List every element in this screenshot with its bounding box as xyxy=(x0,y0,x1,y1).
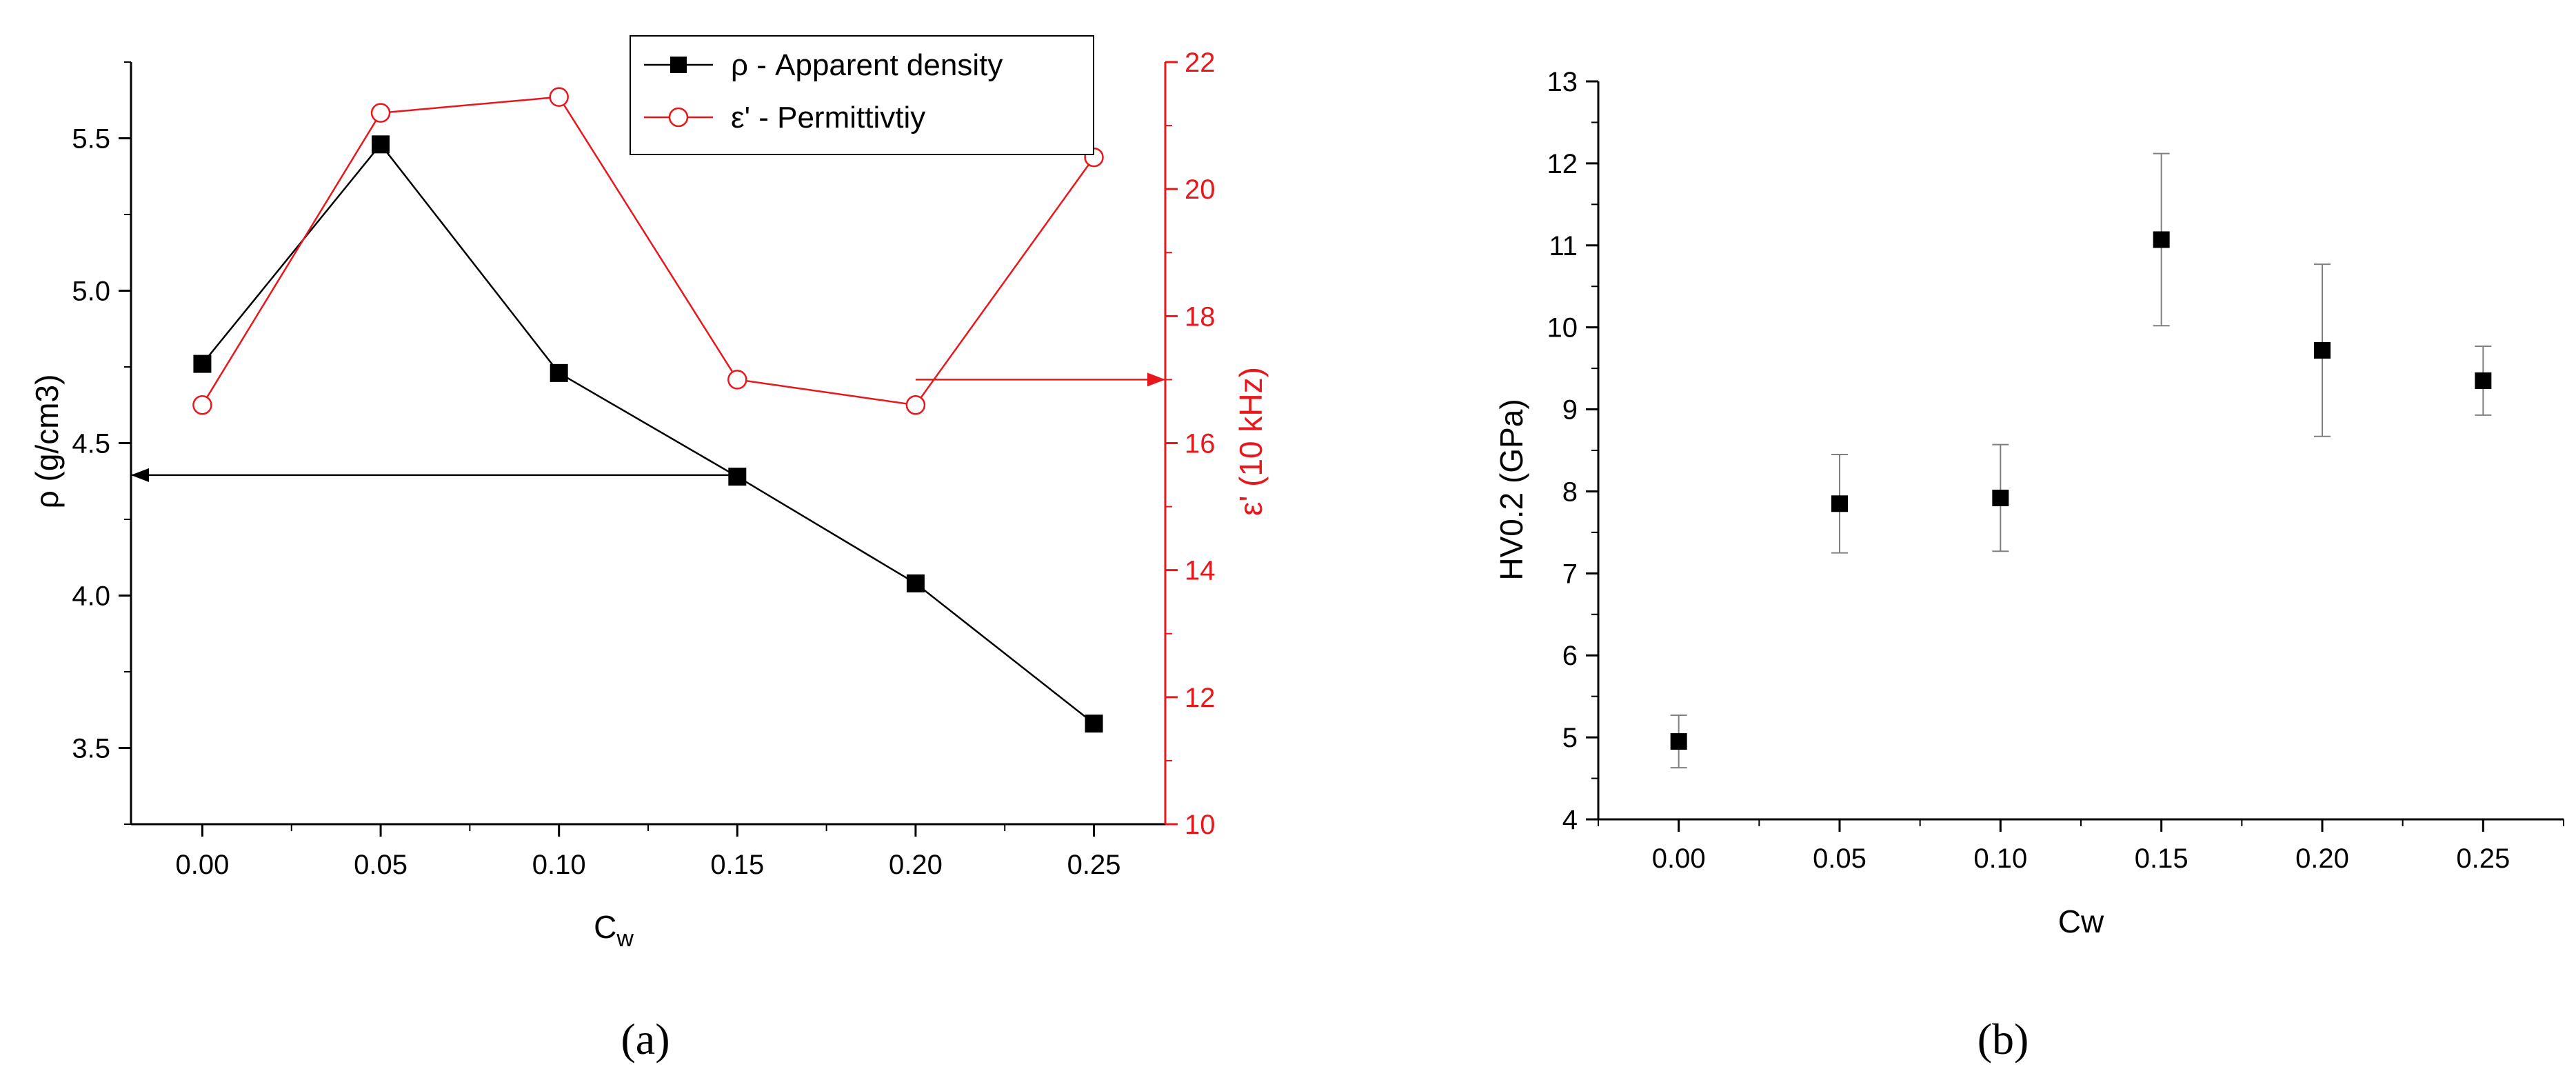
plot-frame-a xyxy=(130,62,1167,826)
y-tick-label-left-a: 4.5 xyxy=(72,429,110,459)
y-tick-label-left-a: 5.5 xyxy=(72,124,110,154)
series-line xyxy=(201,96,1095,406)
y-axis-title-b: HV0.2 (GPa) xyxy=(1493,399,1529,580)
x-tick-label-b: 0.00 xyxy=(1652,844,1706,874)
y-tick-label-right-a: 22 xyxy=(1185,48,1216,78)
data-point-group xyxy=(2153,152,2170,327)
data-point-group xyxy=(1831,453,1848,554)
data-point-group xyxy=(1992,443,2009,552)
series-group-a xyxy=(192,87,1104,733)
series-permittivity xyxy=(192,87,1104,415)
data-point xyxy=(1085,715,1103,733)
data-point-group xyxy=(2314,263,2331,437)
legend-a: ρ - Apparent density ε' - Permittivtiy xyxy=(630,35,1094,155)
legend-entry-permittivity: ε' - Permittivtiy xyxy=(644,101,925,134)
x-tick-label-a: 0.25 xyxy=(1067,850,1121,880)
y-axis-right-a: 10 12 14 16 18 20 22 xyxy=(1165,48,1216,840)
y-tick-label-right-a: 10 xyxy=(1185,810,1216,840)
panel-label-a: (a) xyxy=(621,1015,670,1064)
x-axis-b: 0.00 0.05 0.10 0.15 0.20 0.25 xyxy=(1598,819,2564,874)
annotations-a xyxy=(131,372,1165,482)
x-tick-label-a: 0.15 xyxy=(710,850,764,880)
y-axis-title-left-a: ρ (g/cm3) xyxy=(29,375,65,509)
data-point xyxy=(192,395,212,415)
chart-panel-a: 0.00 0.05 0.10 0.15 0.20 0.25 3.5 4.0 4.5 5.0 5.5… xyxy=(29,35,1269,1064)
arrow-density-to-left-axis xyxy=(131,468,738,482)
y-tick-label-b: 11 xyxy=(1549,231,1578,261)
legend-marker-density xyxy=(670,57,687,73)
data-point xyxy=(550,363,568,382)
x-tick-label-a: 0.05 xyxy=(354,850,407,880)
x-tick-label-a: 0.10 xyxy=(532,850,586,880)
y-tick-label-b: 13 xyxy=(1547,67,1578,97)
data-point xyxy=(370,103,391,123)
y-tick-label-left-a: 3.5 xyxy=(72,734,110,764)
y-tick-label-b: 7 xyxy=(1562,559,1578,589)
panel-label-b: (b) xyxy=(1978,1015,2029,1064)
x-axis-title-a: Cw xyxy=(594,909,634,952)
y-tick-label-b: 10 xyxy=(1547,313,1578,343)
y-axis-title-right-a: ε' (10 kHz) xyxy=(1233,367,1269,516)
data-point xyxy=(193,355,212,373)
y-axis-b: 4 5 6 7 8 9 10 11 12 13 xyxy=(1547,67,1598,835)
y-tick-label-left-a: 5.0 xyxy=(72,277,110,307)
x-tick-label-b: 0.20 xyxy=(2295,844,2349,874)
y-tick-label-right-a: 12 xyxy=(1185,683,1216,713)
x-tick-label-b: 0.05 xyxy=(1813,844,1866,874)
x-axis-a: 0.00 0.05 0.10 0.15 0.20 0.25 xyxy=(176,824,1121,880)
y-tick-label-right-a: 16 xyxy=(1185,429,1216,459)
chart-panel-b: 0.00 0.05 0.10 0.15 0.20 0.25 45678910111213 … xyxy=(1493,67,2564,1064)
data-point xyxy=(372,135,390,154)
x-tick-label-b: 0.15 xyxy=(2135,844,2188,874)
series-line xyxy=(201,143,1095,725)
y-tick-label-b: 8 xyxy=(1562,477,1578,507)
x-tick-label-b: 0.25 xyxy=(2456,844,2510,874)
y-axis-left-a: 3.5 4.0 4.5 5.0 5.5 xyxy=(72,61,131,825)
y-tick-label-b: 12 xyxy=(1547,149,1578,179)
data-point xyxy=(2153,231,2170,248)
data-point xyxy=(549,87,569,107)
y-tick-label-right-a: 20 xyxy=(1185,174,1216,205)
legend-entry-density: ρ - Apparent density xyxy=(644,48,1003,82)
y-tick-label-left-a: 4.0 xyxy=(72,581,110,612)
legend-marker-permittivity xyxy=(668,107,689,128)
legend-box xyxy=(630,35,1094,155)
x-tick-label-a: 0.00 xyxy=(176,850,230,880)
x-tick-label-a: 0.20 xyxy=(889,850,943,880)
y-tick-label-b: 9 xyxy=(1562,395,1578,426)
x-tick-label-b: 0.10 xyxy=(1973,844,2027,874)
data-point xyxy=(2475,372,2492,389)
data-point xyxy=(727,370,747,390)
series-group-b xyxy=(1670,152,2492,769)
data-point xyxy=(1831,495,1848,512)
data-point-group xyxy=(1670,715,1687,769)
arrow-head xyxy=(131,468,149,482)
legend-label-permittivity: ε' - Permittivtiy xyxy=(731,101,925,134)
plot-frame-b xyxy=(1597,81,2564,821)
y-tick-label-b: 6 xyxy=(1562,641,1578,671)
y-tick-label-right-a: 18 xyxy=(1185,301,1216,332)
series-density xyxy=(193,135,1103,733)
data-point-group xyxy=(2475,346,2492,416)
y-tick-label-right-a: 14 xyxy=(1185,556,1216,586)
data-point xyxy=(2314,341,2331,359)
legend-label-density: ρ - Apparent density xyxy=(731,48,1003,82)
data-point xyxy=(906,574,925,592)
y-tick-label-b: 4 xyxy=(1562,805,1578,835)
arrow-head xyxy=(1147,372,1165,387)
y-tick-label-b: 5 xyxy=(1562,723,1578,753)
data-point xyxy=(1992,489,2009,506)
x-axis-title-b: Cw xyxy=(2058,904,2104,939)
data-point xyxy=(905,395,926,415)
arrow-permittivity-to-right-axis xyxy=(915,372,1165,387)
data-point xyxy=(1670,733,1687,750)
data-point xyxy=(728,468,747,486)
